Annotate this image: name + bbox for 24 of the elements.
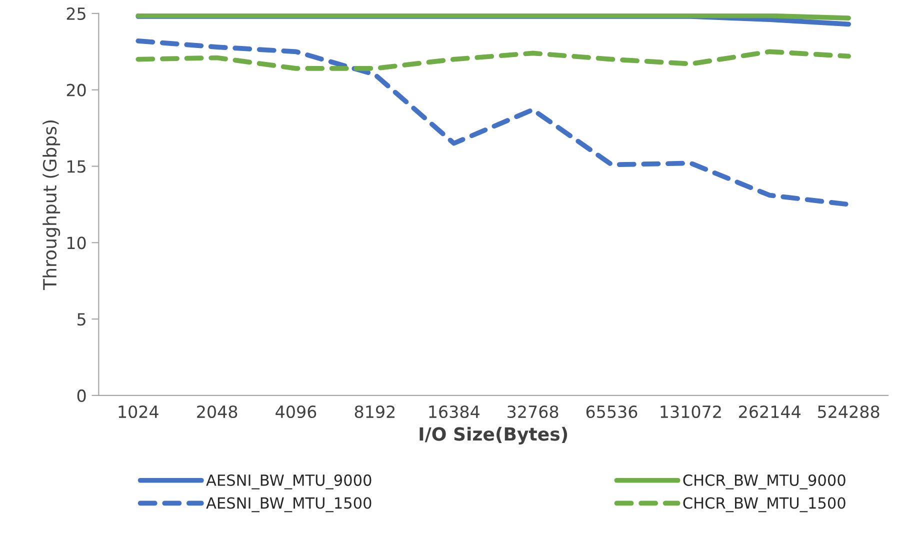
y-tick-label: 10 xyxy=(67,236,86,250)
x-tick-label: 32768 xyxy=(508,405,558,418)
x-axis-title: I/O Size(Bytes) xyxy=(420,426,568,444)
x-tick-label: 16384 xyxy=(429,405,480,418)
y-tick-label: 0 xyxy=(77,389,86,402)
y-tick-label: 25 xyxy=(66,7,86,20)
legend-label: CHCR_BW_MTU_9000 xyxy=(683,474,846,490)
x-tick-label: 2048 xyxy=(197,405,238,418)
line-series xyxy=(136,49,851,71)
y-tick-label: 20 xyxy=(66,84,86,96)
line-series xyxy=(136,38,851,207)
legend-label: AESNI_BW_MTU_9000 xyxy=(206,474,372,490)
x-tick-label: 8192 xyxy=(354,405,394,418)
x-tick-label: 65536 xyxy=(586,405,638,418)
x-tick-label: 524288 xyxy=(818,405,880,418)
y-tick-label: 5 xyxy=(78,313,86,326)
x-tick-label: 131072 xyxy=(660,405,721,418)
x-tick-label: 262144 xyxy=(739,405,800,418)
y-tick-label: 15 xyxy=(67,160,86,173)
x-tick-label: 4096 xyxy=(276,405,316,418)
y-axis-title: Throughput (Gbps) xyxy=(42,120,60,290)
legend-label: CHCR_BW_MTU_1500 xyxy=(683,497,846,512)
legend-label: AESNI_BW_MTU_1500 xyxy=(206,497,372,512)
x-tick-label: 1024 xyxy=(118,405,158,418)
